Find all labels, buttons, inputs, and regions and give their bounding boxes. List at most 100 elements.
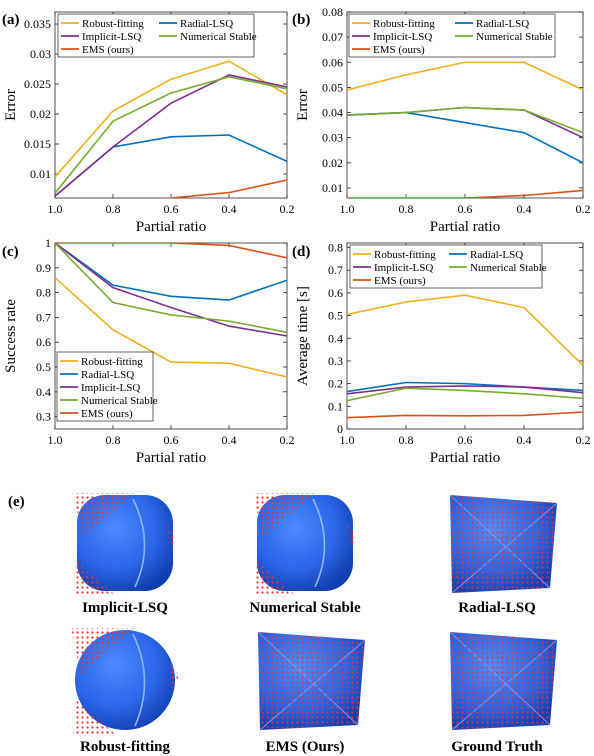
y-tick-label: 0.02	[30, 107, 51, 121]
y-tick-label: 0.4	[36, 385, 51, 399]
x-tick-label: 1.0	[340, 202, 355, 216]
series-line-0	[347, 294, 583, 367]
point-cloud	[71, 628, 135, 674]
legend-box	[348, 13, 556, 58]
x-tick-label: 0.4	[222, 202, 237, 216]
legend-entry: Numerical Stable	[476, 31, 553, 43]
y-tick-label: 0.025	[24, 77, 51, 91]
y-tick-label: 1	[45, 236, 51, 250]
x-tick-label: 0.2	[280, 433, 295, 447]
shape-caption: Implicit-LSQ	[82, 600, 168, 616]
legend-entry: Implicit-LSQ	[373, 31, 432, 43]
series-line-2	[55, 74, 287, 197]
y-tick-label: 0.1	[328, 399, 343, 413]
legend-entry: Numerical Stable	[180, 31, 257, 43]
point-cloud	[450, 495, 557, 593]
legend-entry: Numerical Stable	[470, 262, 547, 274]
x-axis-label: Partial ratio	[430, 450, 500, 466]
series-line-2	[347, 385, 583, 395]
panel-label: (e)	[8, 494, 25, 510]
series-group	[55, 243, 287, 378]
x-tick-label: 0.4	[222, 433, 237, 447]
y-tick-label: 0.5	[36, 360, 51, 374]
series-line-1	[55, 243, 287, 301]
shape-caption: Numerical Stable	[249, 600, 361, 616]
y-tick-label: 0.04	[322, 106, 343, 120]
x-tick-label: 0.2	[576, 433, 591, 447]
y-axis-label: Error	[3, 89, 19, 121]
y-axis-label: Average time [s]	[295, 286, 311, 386]
series-group	[347, 294, 583, 419]
y-tick-label: 0.03	[322, 131, 343, 145]
shape-caption: Robust-fitting	[80, 739, 171, 755]
series-line-1	[347, 111, 583, 164]
x-tick-label: 1.0	[48, 433, 63, 447]
y-tick-label: 0.07	[322, 30, 343, 44]
series-group	[347, 61, 583, 198]
y-axis-label: Success rate	[3, 299, 19, 373]
legend-entry: Robust-fitting	[82, 18, 144, 30]
legend-entry: Numerical Stable	[81, 395, 158, 407]
y-tick-label: 0.06	[322, 55, 343, 69]
series-line-3	[55, 243, 287, 334]
x-tick-label: 0.4	[517, 202, 532, 216]
series-line-0	[55, 60, 287, 178]
x-tick-label: 0.2	[576, 202, 591, 216]
y-tick-label: 0.7	[36, 310, 51, 324]
point-cloud	[167, 523, 177, 553]
series-line-2	[55, 243, 287, 337]
x-tick-label: 0.8	[106, 433, 121, 447]
x-tick-label: 0.8	[106, 202, 121, 216]
x-tick-label: 0.6	[458, 433, 473, 447]
legend-entry: Radial-LSQ	[470, 249, 523, 261]
shape-caption: Ground Truth	[451, 739, 543, 755]
shape-render-5	[449, 631, 558, 731]
x-tick-label: 0.4	[517, 433, 532, 447]
point-cloud	[75, 561, 115, 595]
shape-render-0	[73, 493, 177, 595]
chart-2: (c) 0.3 0.4 0.5 0.6 0.7 0.8 0.9 1 1.0 0.8 0.6 0.4 0.2…	[2, 236, 295, 466]
panel-label: (d)	[292, 244, 310, 260]
panel-label: (a)	[2, 12, 20, 28]
legend-entry: EMS (ours)	[373, 44, 425, 56]
panel-label: (b)	[292, 12, 310, 28]
y-tick-label: 0.02	[322, 156, 343, 170]
legend-entry: Implicit-LSQ	[81, 382, 140, 394]
point-cloud	[258, 632, 365, 730]
y-tick-label: 0.9	[36, 261, 51, 275]
y-axis-label: Error	[295, 89, 311, 121]
x-tick-label: 0.6	[458, 202, 473, 216]
series-line-4	[161, 179, 287, 198]
series-line-3	[347, 387, 583, 402]
y-tick-label: 0.035	[24, 17, 51, 31]
y-tick-label: 0.6	[36, 335, 51, 349]
shape-render-2	[449, 494, 558, 594]
y-tick-label: 0.015	[24, 137, 51, 151]
legend-entry: EMS (ours)	[81, 408, 133, 420]
chart-3: (d) 0 0.1 0.2 0.3 0.4 0.5 0.6 0.7 0.8 1.0 0.8 0.6 0.4…	[292, 241, 591, 466]
legend-entry: Radial-LSQ	[476, 18, 529, 30]
point-cloud	[255, 561, 295, 595]
shape-render-1	[253, 493, 357, 595]
shape-render-3	[71, 628, 179, 734]
legend-entry: Implicit-LSQ	[82, 31, 141, 43]
chart-0: (a) 0.01 0.015 0.02 0.025 0.03 0.035 1.0 0.8 0.6 0…	[2, 11, 295, 235]
y-tick-label: 0.01	[322, 181, 343, 195]
y-tick-label: 0.3	[328, 354, 343, 368]
legend-entry: Implicit-LSQ	[374, 262, 433, 274]
series-line-0	[55, 277, 287, 378]
series-line-4	[55, 243, 287, 259]
shape-render-4	[257, 631, 366, 731]
x-axis-label: Partial ratio	[136, 219, 206, 235]
legend-entry: Radial-LSQ	[81, 369, 134, 381]
x-tick-label: 0.6	[164, 433, 179, 447]
surface-crease	[132, 633, 146, 727]
series-line-3	[55, 75, 287, 194]
y-tick-label: 0.03	[30, 47, 51, 61]
x-tick-label: 0.6	[164, 202, 179, 216]
y-tick-label: 0.5	[328, 309, 343, 323]
